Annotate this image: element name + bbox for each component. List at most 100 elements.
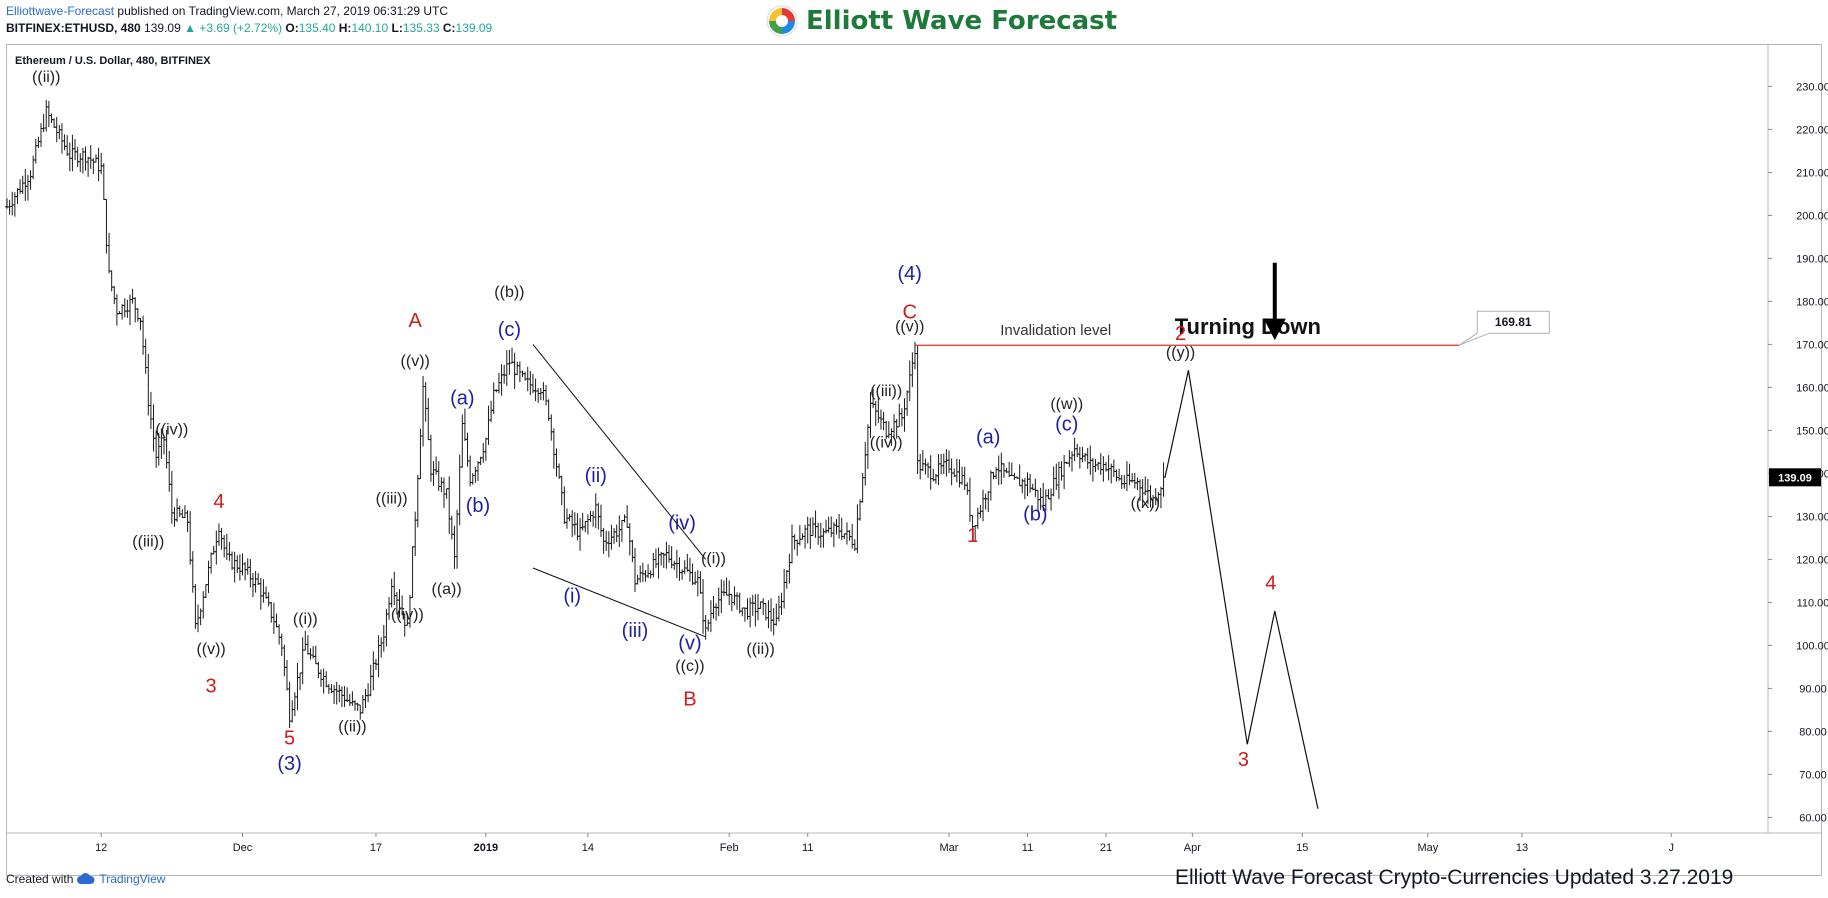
wave-label: ((iii)) [376, 491, 408, 508]
chart-panel[interactable] [6, 44, 1822, 876]
wave-label: ((ii)) [338, 718, 366, 735]
wave-label: ((i)) [293, 611, 318, 628]
x-tick-label: 14 [582, 842, 594, 854]
y-tick-label: 120.00 [1796, 554, 1828, 566]
wave-label: 1 [967, 525, 978, 547]
swirl-logo-icon [766, 5, 798, 37]
wave-label: 4 [1265, 573, 1276, 595]
tradingview-link[interactable]: TradingView [99, 872, 166, 886]
created-with: Created with TradingView [6, 872, 165, 886]
ohlc-header: BITFINEX:ETHUSD, 480 139.09 ▲ +3.69 (+2.… [6, 21, 492, 35]
x-tick-label: 13 [1516, 842, 1528, 854]
wave-label: (iv) [668, 512, 696, 534]
low-value: 135.33 [402, 21, 440, 35]
wave-label: (b) [1023, 504, 1047, 526]
close-value: 139.09 [455, 21, 493, 35]
elliott-wave-logo: Elliott Wave Forecast [766, 3, 1117, 39]
price-bars [5, 99, 1166, 728]
y-tick-label: 110.00 [1797, 597, 1828, 609]
open-value: 135.40 [298, 21, 336, 35]
last-price: 139.09 [144, 21, 181, 35]
x-tick-label: Dec [233, 842, 253, 854]
close-label: C: [442, 21, 456, 35]
y-tick-label: 220.00 [1796, 124, 1828, 136]
invalidation-price-tag [1458, 310, 1550, 346]
y-tick-label: 230.00 [1796, 81, 1828, 93]
y-tick-label: 200.00 [1796, 210, 1828, 222]
x-tick-label: 15 [1296, 842, 1308, 854]
invalidation-price-label: 169.81 [1495, 315, 1532, 329]
turning-down-text: Turning Down [1175, 314, 1321, 339]
symbol: BITFINEX:ETHUSD, 480 [6, 21, 141, 35]
wave-label: ((iv)) [870, 435, 903, 452]
wave-label: ((iv)) [155, 422, 188, 439]
logo-text: Elliott Wave Forecast [806, 6, 1118, 36]
last-price-label: 139.09 [1778, 472, 1812, 484]
wave-label: ((y)) [1166, 344, 1195, 361]
wave-label: C [903, 302, 917, 324]
x-tick-label: 21 [1100, 842, 1112, 854]
y-tick-label: 70.00 [1799, 769, 1827, 781]
wave-label: B [683, 689, 696, 711]
x-tick-label: 12 [95, 842, 107, 854]
publish-info: Elliottwave-Forecast published on Tradin… [6, 4, 448, 18]
created-with-text: Created with [6, 872, 74, 886]
last-price-tag [1769, 468, 1821, 487]
author-link[interactable]: Elliottwave-Forecast [6, 4, 115, 18]
y-tick-label: 150.00 [1796, 425, 1828, 437]
wave-label: ((ii)) [32, 69, 60, 86]
wave-label: ((ii)) [746, 641, 774, 658]
x-tick-label: 11 [802, 842, 813, 854]
drawings: Invalidation level 169.81 Turning Down 139.… [532, 262, 1821, 809]
y-tick-label: 60.00 [1799, 812, 1827, 824]
wave-label: 3 [206, 676, 217, 698]
wave-label: ((v)) [401, 353, 430, 370]
y-tick-label: 80.00 [1799, 726, 1827, 738]
y-tick-label: 130.00 [1796, 511, 1828, 523]
wave-label: 4 [213, 491, 224, 513]
y-tick-label: 190.00 [1796, 253, 1828, 265]
time-axis: 12 Dec 17 2019 14 Feb 11 Mar 11 21 Apr 15 May 13 J [95, 833, 1674, 854]
wave-label: ((x)) [1131, 495, 1160, 512]
high-value: 140.10 [351, 21, 389, 35]
wave-label: ((iii)) [132, 534, 164, 551]
y-tick-label: 180.00 [1796, 296, 1828, 308]
y-tick-label: 210.00 [1796, 167, 1828, 179]
wave-label: 2 [1175, 323, 1186, 345]
wave-label: (v) [678, 633, 701, 655]
wave-label: ((a)) [431, 581, 461, 598]
x-tick-label: Mar [940, 842, 959, 854]
wave-labels: ((ii)) ((iv)) ((iii)) 4 ((v)) 3 ((i)) 5 (3) ((ii)… [32, 69, 1276, 775]
wave-label: (i) [563, 585, 581, 607]
open-label: O: [285, 21, 299, 35]
wave-label: (c) [1055, 413, 1078, 435]
x-tick-label: 17 [370, 842, 382, 854]
wave-label: 5 [284, 727, 295, 749]
low-label: L: [391, 21, 403, 35]
x-tick-label: 2019 [474, 842, 498, 854]
wave-label: ((c)) [675, 658, 704, 675]
wave-label: A [409, 310, 423, 332]
y-tick-label: 100.00 [1796, 640, 1828, 652]
wave-label: (c) [498, 319, 521, 341]
x-tick-label: Feb [720, 842, 739, 854]
x-tick-label: Apr [1184, 842, 1201, 854]
wave-label: (3) [277, 753, 301, 775]
down-arrow-head-icon [1263, 318, 1286, 341]
high-label: H: [338, 21, 352, 35]
wave-label: ((v)) [895, 319, 924, 336]
price-change: ▲ +3.69 (+2.72%) [184, 21, 283, 35]
wave-label: ((iii)) [870, 383, 902, 400]
update-caption: Elliott Wave Forecast Crypto-Currencies … [1175, 866, 1734, 889]
y-tick-label: 90.00 [1799, 683, 1827, 695]
x-tick-label: 11 [1022, 842, 1033, 854]
wave-label: (a) [450, 388, 474, 410]
tradingview-cloud-icon [77, 873, 95, 884]
x-tick-label: May [1417, 842, 1438, 854]
wave-label: (iii) [622, 620, 649, 642]
y-tick-label: 170.00 [1796, 339, 1828, 351]
publish-text: published on TradingView.com, March 27, … [117, 4, 449, 18]
wave-label: (a) [976, 426, 1000, 448]
price-axis: Ethereum / U.S. Dollar, 480, BITFINEX 230… [7, 45, 1828, 834]
